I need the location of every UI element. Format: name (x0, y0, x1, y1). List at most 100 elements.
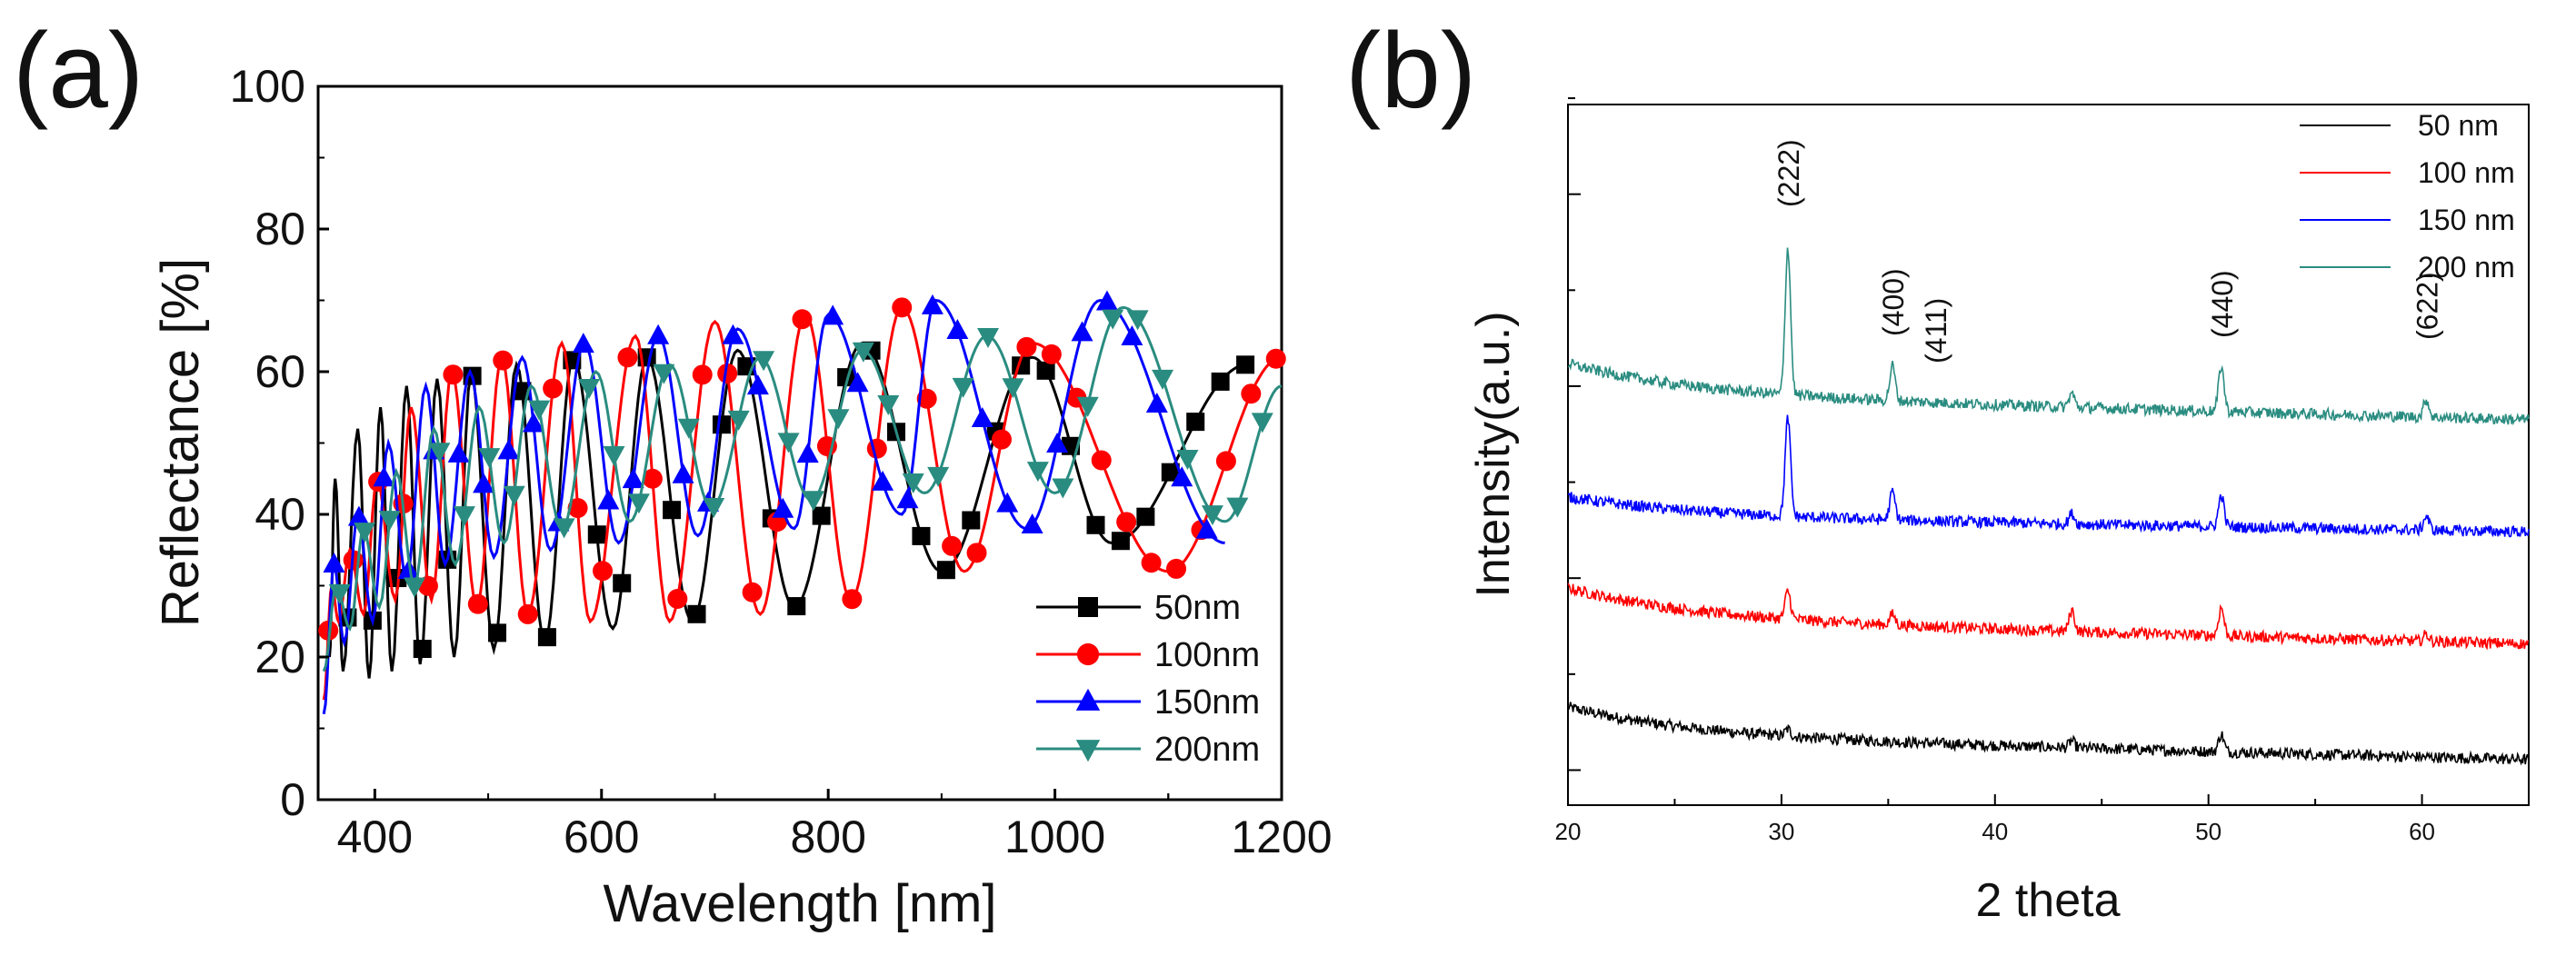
data-point-100nm (567, 498, 588, 519)
data-point-150nm (896, 488, 919, 509)
data-point-200nm (1152, 369, 1174, 390)
legend-label-b: 50 nm (2418, 109, 2499, 142)
plot-a-series (318, 290, 1286, 715)
xrd-trace-200 nm (1567, 247, 2530, 426)
data-point-150nm (722, 324, 744, 344)
data-point-100nm (1041, 344, 1062, 364)
legend-label-a: 150nm (1154, 683, 1260, 722)
data-point-50nm (787, 597, 806, 616)
data-point-50nm (912, 526, 931, 545)
data-point-100nm (467, 593, 488, 614)
panel-b: (b) 20 30 40 50 60 (222) (400) (411) (440) (622)… (1345, 11, 2530, 927)
legend-marker-100nm (1076, 642, 1100, 666)
data-point-150nm (522, 412, 544, 433)
data-point-200nm (453, 506, 475, 527)
xrd-trace-150 nm (1567, 414, 2530, 538)
data-point-200nm (827, 409, 850, 430)
legend-label-b: 150 nm (2418, 204, 2515, 236)
data-point-200nm (677, 418, 700, 439)
data-point-200nm (727, 410, 750, 431)
data-point-150nm (1121, 324, 1143, 345)
plot-a-legend: 50nm 100nm 150nm 200nm (1036, 589, 1260, 769)
data-point-150nm (996, 492, 1019, 513)
legend-marker-50nm (1078, 597, 1098, 617)
plot-a-ticks: 400 600 800 1000 1200 0 20 40 60 80 100 (230, 61, 1333, 862)
data-point-150nm (1145, 392, 1168, 413)
plot-a-ylabel: Reflectance [%] (151, 258, 210, 627)
data-point-50nm (663, 501, 682, 520)
data-point-100nm (916, 388, 937, 409)
peak-label: (411) (1920, 298, 1952, 363)
series-line-200nm (322, 305, 1283, 672)
panel-a-label: (a) (13, 11, 144, 131)
data-point-150nm (672, 463, 694, 483)
xrd-trace-50 nm (1567, 702, 2530, 766)
data-point-200nm (703, 498, 725, 519)
plot-b-ticks: 20 30 40 50 60 (1555, 97, 2530, 845)
data-point-150nm (572, 333, 594, 354)
data-point-100nm (942, 535, 963, 556)
data-point-100nm (717, 363, 738, 383)
data-point-100nm (842, 589, 863, 610)
data-point-200nm (1002, 378, 1024, 399)
data-point-150nm (872, 470, 894, 491)
data-point-100nm (966, 543, 987, 563)
data-point-200nm (977, 328, 1000, 349)
x-tick-label-b: 40 (1982, 818, 2008, 845)
data-point-200nm (877, 395, 900, 416)
plot-b-frame (1567, 104, 2530, 806)
data-point-50nm (613, 573, 632, 593)
y-tick-label-a: 80 (255, 204, 305, 254)
data-point-150nm (497, 439, 520, 460)
data-point-50nm (587, 525, 606, 544)
data-point-100nm (692, 364, 713, 385)
peak-label: (222) (1772, 139, 1805, 207)
data-point-50nm (812, 506, 831, 525)
data-point-200nm (1251, 413, 1273, 433)
plot-b-ylabel: Intensity(a.u.) (1467, 311, 1520, 597)
data-point-50nm (1236, 355, 1255, 374)
legend-label-a: 100nm (1154, 636, 1260, 674)
x-tick-label-a: 600 (564, 812, 639, 862)
data-point-50nm (712, 415, 731, 434)
x-tick-label-b: 50 (2195, 818, 2222, 845)
data-point-100nm (1215, 451, 1236, 472)
plot-b-xlabel: 2 theta (1975, 874, 2120, 927)
data-point-200nm (553, 518, 575, 539)
data-point-100nm (866, 438, 887, 459)
data-point-100nm (1166, 558, 1187, 579)
x-tick-label-a: 400 (337, 812, 413, 862)
data-point-200nm (852, 342, 874, 363)
data-point-200nm (478, 448, 501, 469)
legend-label-b: 200 nm (2418, 251, 2515, 284)
data-point-150nm (447, 442, 470, 463)
plot-b-series (1567, 247, 2530, 766)
data-point-50nm (1161, 463, 1180, 482)
data-point-150nm (597, 489, 620, 510)
data-point-150nm (622, 468, 644, 489)
x-tick-label-b: 20 (1555, 818, 1582, 845)
data-point-50nm (413, 640, 432, 659)
data-point-50nm (1211, 372, 1230, 391)
legend-label-b: 100 nm (2418, 156, 2515, 189)
data-point-150nm (647, 324, 670, 344)
data-point-50nm (936, 561, 955, 580)
data-point-50nm (537, 628, 556, 647)
y-tick-label-a: 60 (255, 346, 305, 397)
data-point-200nm (503, 485, 525, 506)
data-point-200nm (578, 379, 601, 400)
data-point-150nm (347, 505, 370, 526)
y-tick-label-a: 100 (230, 61, 305, 112)
data-point-100nm (742, 582, 763, 602)
data-point-150nm (1046, 433, 1069, 453)
peak-label: (440) (2206, 270, 2239, 338)
data-point-200nm (528, 400, 551, 421)
series-a-150nm (322, 290, 1225, 715)
data-point-100nm (1265, 348, 1286, 369)
data-point-200nm (1102, 309, 1124, 330)
data-point-150nm (746, 374, 769, 395)
plot-a-frame (316, 85, 1283, 802)
data-point-100nm (517, 603, 538, 624)
data-point-200nm (1076, 396, 1099, 417)
plot-b-peak-labels: (222) (400) (411) (440) (622) (1772, 139, 2443, 363)
